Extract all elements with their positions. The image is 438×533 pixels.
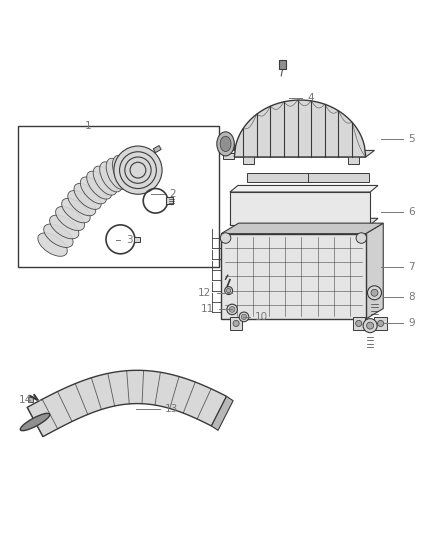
Ellipse shape: [49, 215, 79, 239]
Polygon shape: [230, 185, 378, 192]
Text: 13: 13: [165, 404, 178, 414]
Ellipse shape: [87, 171, 112, 199]
Bar: [243, 156, 254, 164]
Circle shape: [367, 286, 381, 300]
Polygon shape: [230, 219, 378, 225]
Bar: [374, 317, 387, 330]
Circle shape: [239, 312, 249, 322]
Bar: [279, 60, 286, 69]
Bar: [230, 317, 242, 330]
Bar: [348, 156, 359, 164]
Bar: [223, 144, 234, 150]
Text: 1: 1: [85, 122, 91, 131]
Bar: [223, 152, 234, 159]
Ellipse shape: [131, 149, 149, 182]
Circle shape: [233, 320, 239, 327]
Polygon shape: [212, 397, 233, 430]
Circle shape: [241, 314, 247, 319]
Circle shape: [371, 289, 378, 296]
Text: 14: 14: [19, 395, 32, 405]
Text: 9: 9: [408, 318, 415, 328]
Ellipse shape: [20, 413, 50, 431]
Bar: [134, 237, 140, 242]
Circle shape: [226, 288, 231, 293]
Ellipse shape: [62, 198, 90, 223]
Circle shape: [378, 320, 384, 327]
Bar: [28, 397, 33, 402]
Text: 11: 11: [201, 304, 214, 314]
Text: 5: 5: [408, 134, 415, 144]
Circle shape: [227, 304, 237, 314]
Polygon shape: [230, 192, 370, 225]
Circle shape: [225, 287, 233, 295]
Text: 3: 3: [126, 235, 132, 245]
Circle shape: [356, 320, 362, 327]
Text: 8: 8: [408, 292, 415, 302]
Polygon shape: [221, 223, 383, 233]
Polygon shape: [27, 370, 226, 437]
Ellipse shape: [125, 151, 144, 183]
Ellipse shape: [38, 233, 67, 256]
Polygon shape: [234, 150, 374, 157]
Ellipse shape: [220, 136, 231, 151]
Ellipse shape: [56, 206, 85, 231]
Text: 12: 12: [198, 288, 212, 298]
Ellipse shape: [100, 162, 122, 192]
Ellipse shape: [44, 224, 73, 247]
Polygon shape: [234, 100, 366, 157]
Bar: [153, 146, 161, 152]
Circle shape: [220, 233, 231, 243]
Text: 6: 6: [408, 207, 415, 217]
Ellipse shape: [113, 156, 133, 187]
Text: 10: 10: [255, 312, 268, 322]
Polygon shape: [366, 223, 383, 319]
Ellipse shape: [217, 132, 234, 156]
Ellipse shape: [106, 158, 127, 189]
Ellipse shape: [74, 183, 101, 209]
Circle shape: [114, 146, 162, 194]
Text: 4: 4: [307, 93, 314, 103]
Ellipse shape: [93, 166, 117, 195]
Bar: [18, 126, 219, 266]
Bar: [247, 173, 369, 182]
Text: 7: 7: [408, 262, 415, 271]
Bar: [166, 197, 173, 204]
Circle shape: [229, 306, 235, 312]
Circle shape: [363, 319, 377, 333]
Ellipse shape: [80, 177, 106, 204]
Ellipse shape: [119, 153, 138, 185]
Bar: [221, 233, 366, 319]
Circle shape: [356, 233, 367, 243]
Ellipse shape: [68, 191, 96, 216]
Bar: [353, 317, 365, 330]
Circle shape: [367, 322, 374, 329]
Text: 2: 2: [170, 189, 176, 199]
